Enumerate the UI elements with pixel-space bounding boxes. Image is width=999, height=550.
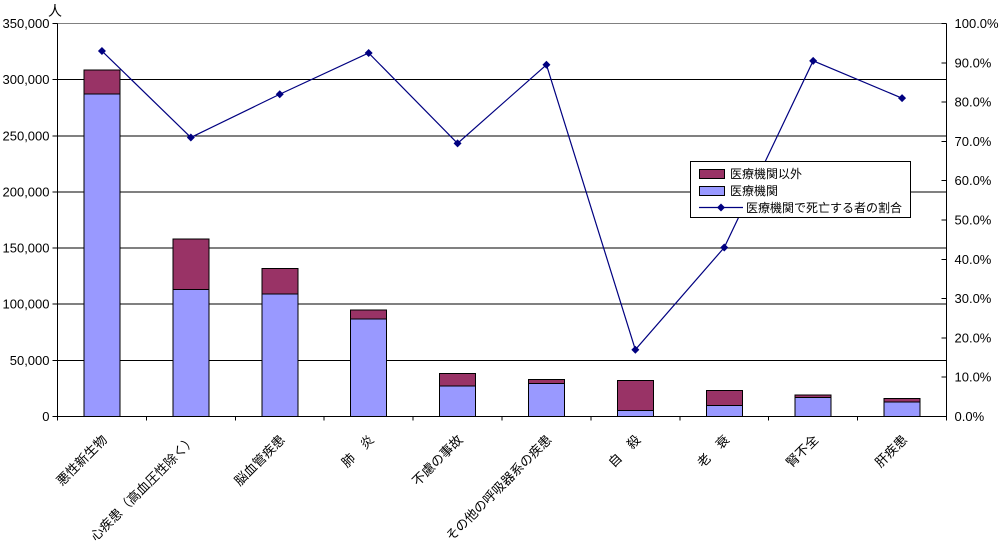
left-axis-tick-label: 150,000 — [3, 241, 50, 256]
legend-diamond-icon — [717, 203, 725, 212]
line-marker-diamond — [364, 48, 373, 57]
category-label: 老 衰 — [694, 432, 732, 470]
legend-label-medical: 医療機関 — [730, 184, 779, 198]
left-axis-tick-label: 350,000 — [3, 16, 50, 31]
bar-segment-medical — [794, 396, 832, 418]
bar-segment-non-medical — [261, 267, 299, 295]
left-axis-tick-label: 100,000 — [3, 297, 50, 312]
category-label: 肺 炎 — [339, 432, 377, 470]
legend: 医療機関以外 医療機関 医療機関で死亡する者の割合 — [690, 161, 912, 218]
legend-line-diamond-sample — [699, 202, 743, 213]
right-axis-tick-label: 0.0% — [955, 409, 985, 424]
right-axis-tick-label: 30.0% — [955, 291, 992, 306]
category-label: 心疾患（高血圧性除く） — [87, 432, 199, 544]
right-axis-tick-label: 90.0% — [955, 55, 992, 70]
category-label: 脳血管疾患 — [231, 432, 288, 489]
ratio-line-markers — [97, 47, 907, 354]
right-axis-tick-label: 70.0% — [955, 134, 992, 149]
right-axis-tick-label: 60.0% — [955, 173, 992, 188]
left-axis-tick-label: 200,000 — [3, 184, 50, 199]
category-label: 悪性新生物 — [53, 432, 110, 489]
bar-segment-medical — [350, 318, 388, 417]
right-axis-tick-label: 10.0% — [955, 370, 992, 385]
line-marker-diamond — [97, 47, 106, 56]
bar-segment-medical — [705, 404, 743, 417]
bar-segment-non-medical — [527, 379, 565, 384]
legend-label-ratio-line: 医療機関で死亡する者の割合 — [746, 201, 903, 215]
bar-segment-non-medical — [439, 372, 477, 387]
line-marker-diamond — [809, 56, 818, 65]
right-axis-tick-label: 40.0% — [955, 252, 992, 267]
bar-segment-medical — [883, 401, 921, 418]
bar-segment-non-medical — [172, 238, 210, 291]
bar-segment-medical — [261, 293, 299, 418]
category-label: その他の呼吸器系の疾患 — [443, 432, 555, 544]
right-axis-tick-label: 50.0% — [955, 213, 992, 228]
line-marker-diamond — [720, 243, 729, 252]
left-axis-unit-label: 人 — [48, 3, 62, 19]
right-axis-tick-label: 80.0% — [955, 95, 992, 110]
bar-segment-non-medical — [794, 394, 832, 398]
bars-group — [83, 69, 921, 418]
bar-segment-non-medical — [705, 390, 743, 406]
bar-segment-medical — [83, 93, 121, 418]
bar-segment-non-medical — [616, 380, 654, 411]
left-axis-tick-label: 250,000 — [3, 128, 50, 143]
line-marker-diamond — [898, 94, 907, 103]
category-label: 腎不全 — [783, 432, 821, 470]
right-axis-tick-label: 20.0% — [955, 330, 992, 345]
left-axis-tick-label: 0 — [42, 409, 49, 424]
bar-segment-non-medical — [883, 398, 921, 403]
line-marker-diamond — [186, 133, 195, 142]
category-label: 肝疾患 — [872, 432, 910, 470]
left-axis-tick-label: 50,000 — [10, 353, 50, 368]
bar-segment-medical — [616, 409, 654, 417]
right-axis-tick-label: 100.0% — [955, 16, 999, 31]
bar-segment-medical — [527, 382, 565, 417]
bar-segment-non-medical — [83, 69, 121, 95]
legend-item-non-medical: 医療機関以外 — [699, 165, 902, 182]
legend-item-ratio-line: 医療機関で死亡する者の割合 — [699, 199, 902, 216]
line-marker-diamond — [631, 345, 640, 354]
left-axis-tick-label: 300,000 — [3, 72, 50, 87]
bar-segment-medical — [172, 289, 210, 418]
line-marker-diamond — [542, 60, 551, 69]
line-marker-diamond — [275, 90, 284, 99]
legend-swatch-non-medical — [699, 168, 725, 179]
category-label: 自 殺 — [605, 432, 643, 470]
legend-label-non-medical: 医療機関以外 — [730, 167, 803, 181]
legend-swatch-medical — [699, 185, 725, 196]
line-marker-diamond — [453, 139, 462, 148]
legend-item-medical: 医療機関 — [699, 182, 902, 199]
ratio-line — [101, 50, 903, 351]
category-label: 不慮の事故 — [409, 432, 466, 489]
bar-segment-medical — [439, 385, 477, 418]
bar-segment-non-medical — [350, 309, 388, 320]
